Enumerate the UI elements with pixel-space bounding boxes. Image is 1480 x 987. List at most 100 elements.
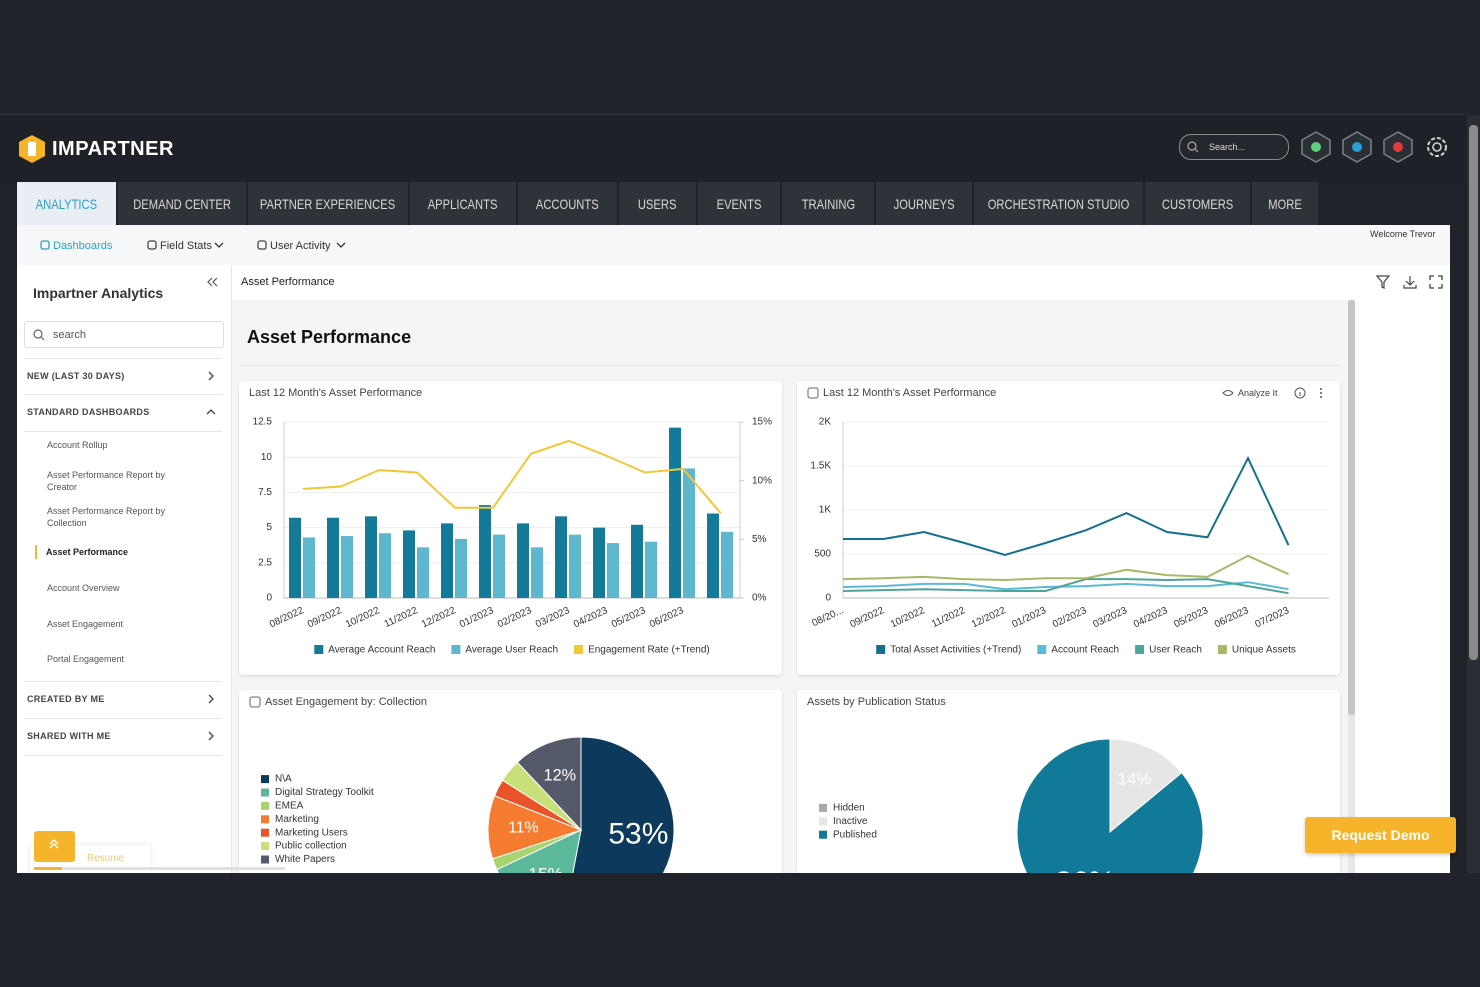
sidebar-section[interactable]: STANDARD DASHBOARDS <box>27 407 150 417</box>
chart-title: Last 12 Month's Asset Performance <box>823 387 996 399</box>
icon-part <box>1194 148 1199 153</box>
sidebar-section[interactable]: CREATED BY ME <box>27 694 105 704</box>
legend: Total Asset Activities (+Trend) Account R… <box>876 645 1296 656</box>
nav-tab-label[interactable]: JOURNEYS <box>893 195 955 212</box>
icon-part <box>1405 280 1415 286</box>
sidebar-item[interactable]: Account Overview <box>47 583 120 593</box>
icon-part <box>147 240 157 250</box>
nav-tab[interactable]: JOURNEYS <box>876 182 972 225</box>
icon-part <box>1438 275 1443 280</box>
scroll-top-button[interactable] <box>34 831 75 862</box>
sidebar-item[interactable]: Asset Performance Report by Collection <box>47 506 166 528</box>
nav-tab-label[interactable]: EVENTS <box>716 195 762 212</box>
x-tick-label: 06/2023 <box>1213 605 1251 630</box>
x-tick-label: 09/2022 <box>848 605 886 630</box>
collapse-icon[interactable] <box>206 277 218 287</box>
sidebar-item[interactable]: Asset Performance Report by Creator <box>47 470 166 492</box>
header-icon-button[interactable] <box>1382 131 1414 163</box>
more-icon[interactable] <box>1318 387 1324 399</box>
y-tick-label: 5 <box>266 522 272 533</box>
nav-tab-label[interactable]: USERS <box>638 195 677 212</box>
nav-tab[interactable]: ACCOUNTS <box>518 182 617 225</box>
bar <box>593 527 605 598</box>
sidebar-section[interactable]: SHARED WITH ME <box>27 731 111 741</box>
icon-part <box>1294 387 1306 399</box>
x-tick-label: 01/2023 <box>458 605 496 630</box>
x-tick-label: 01/2023 <box>1010 605 1048 630</box>
nav-tab-label[interactable]: MORE <box>1268 195 1302 212</box>
icon-part <box>1429 275 1434 280</box>
nav-tab-label[interactable]: CUSTOMERS <box>1161 195 1234 212</box>
welcome-text: Welcome Trevor <box>1370 229 1436 239</box>
icon-part <box>1320 396 1322 398</box>
nav-tab-label[interactable]: ANALYTICS <box>35 195 98 212</box>
icon-part <box>1427 137 1447 157</box>
download-icon[interactable] <box>1403 275 1417 289</box>
nav-tab[interactable]: MORE <box>1252 182 1318 225</box>
sub-nav-item[interactable]: Field Stats <box>160 240 212 252</box>
nav-tab-label[interactable]: TRAINING <box>801 195 855 212</box>
slice-label: 14% <box>1118 769 1152 788</box>
chart-icon <box>807 387 819 399</box>
nav-tab[interactable]: TRAINING <box>782 182 874 225</box>
legend-label: Public collection <box>275 841 347 852</box>
sidebar-search[interactable] <box>24 321 224 348</box>
sub-nav-item[interactable]: User Activity <box>270 240 331 252</box>
info-icon[interactable] <box>1294 387 1306 399</box>
bar <box>721 531 733 598</box>
brand-logo <box>19 135 45 163</box>
top-bar <box>0 0 1480 114</box>
nav-tab-label[interactable]: ORCHESTRATION STUDIO <box>987 195 1130 212</box>
legend-label: White Papers <box>275 854 335 865</box>
search-box[interactable] <box>1179 134 1289 160</box>
legend-swatch <box>574 645 584 654</box>
icon-part <box>1320 392 1322 394</box>
nav-tab[interactable]: EVENTS <box>698 182 780 225</box>
chart: Last 12 Month's Asset Performance 0 2.5 5 7.… <box>249 387 772 656</box>
expand-icon[interactable] <box>1429 275 1443 289</box>
nav-tab[interactable]: APPLICANTS <box>410 182 516 225</box>
settings-icon[interactable] <box>1425 135 1449 159</box>
nav-tab-label[interactable]: PARTNER EXPERIENCES <box>260 195 396 212</box>
nav-tab-label[interactable]: ACCOUNTS <box>536 195 599 212</box>
resume-label[interactable]: Resume <box>87 853 125 864</box>
sidebar-section[interactable]: NEW (LAST 30 DAYS) <box>27 371 125 381</box>
line-series <box>842 578 1289 595</box>
nav-tab[interactable]: ANALYTICS <box>17 182 116 225</box>
request-demo-button[interactable]: Request Demo <box>1305 817 1456 853</box>
brand-name: IMPARTNER <box>52 138 174 160</box>
nav-tab-label[interactable]: APPLICANTS <box>428 195 498 212</box>
sidebar-item[interactable]: Account Rollup <box>47 440 108 450</box>
icon-part <box>40 336 45 341</box>
icon-part <box>257 240 267 250</box>
legend: Average Account Reach Average User Reach E… <box>314 645 710 656</box>
icon-part <box>40 240 50 250</box>
analyze-label[interactable]: Analyze It <box>1238 388 1278 398</box>
header-icon-button[interactable] <box>1341 131 1373 163</box>
sub-nav-item[interactable]: Dashboards <box>53 240 113 252</box>
nav-tab[interactable]: USERS <box>619 182 696 225</box>
search-icon <box>33 329 45 341</box>
nav-tab[interactable]: ORCHESTRATION STUDIO <box>974 182 1143 225</box>
search-placeholder: Search... <box>1209 142 1246 152</box>
nav-tab[interactable]: DEMAND CENTER <box>118 182 246 225</box>
icon-part <box>49 842 59 849</box>
icon-part <box>28 142 36 156</box>
sidebar-item[interactable]: Asset Performance <box>46 547 129 557</box>
sidebar-item[interactable]: Portal Engagement <box>47 654 125 664</box>
icon-part <box>208 694 214 704</box>
legend-swatch <box>314 645 324 654</box>
x-tick-label: 12/2022 <box>970 605 1008 630</box>
chevron-up <box>49 838 59 849</box>
nav-tab[interactable]: CUSTOMERS <box>1145 182 1250 225</box>
nav-tab[interactable]: PARTNER EXPERIENCES <box>248 182 408 225</box>
sidebar-item[interactable]: Asset Engagement <box>47 619 124 629</box>
filter-icon[interactable] <box>1375 275 1391 289</box>
slice-label: 12% <box>544 767 576 785</box>
header-icon-button[interactable] <box>1300 131 1332 163</box>
nav-tab-label[interactable]: DEMAND CENTER <box>133 195 231 212</box>
chart: Last 12 Month's Asset Performance 0 500 1K 1… <box>807 387 1329 656</box>
x-tick-label: 10/2022 <box>889 605 927 630</box>
x-tick-label: 04/2023 <box>1132 605 1170 630</box>
